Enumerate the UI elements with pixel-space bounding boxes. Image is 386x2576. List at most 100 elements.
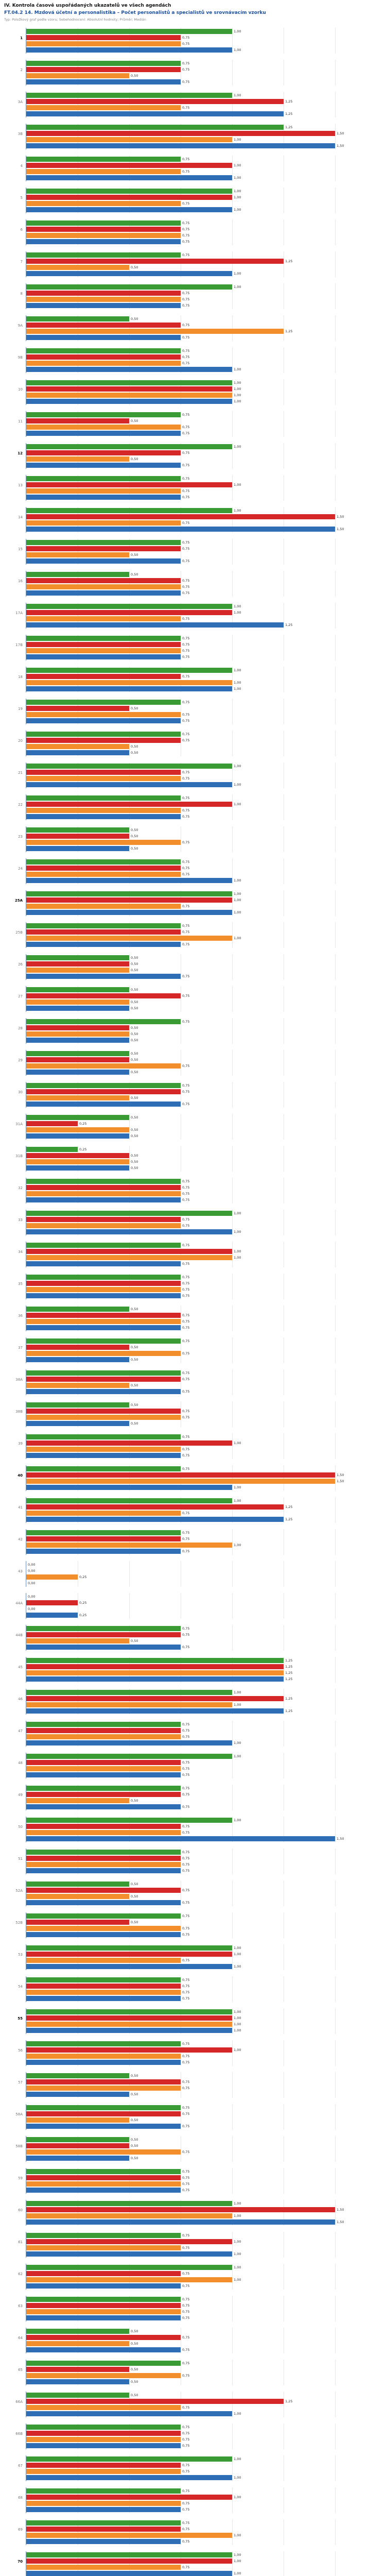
bar-value-label: 1,00 [234, 2553, 241, 2557]
bar-value-label: 0,75 [182, 463, 190, 468]
bar-series-0 [26, 380, 232, 386]
bar-series-1 [26, 706, 129, 711]
bar-series-3 [26, 527, 335, 532]
bar-series-3 [26, 399, 232, 404]
bar-line: 0,50 [26, 1307, 384, 1312]
bar-series-3 [26, 942, 181, 947]
group-bars: 0,75 0,75 0,75 0,75 [26, 2168, 384, 2194]
bar-line: 0,50 [26, 968, 384, 973]
group-bars: 0,50 0,75 0,75 0,75 [26, 1306, 384, 1332]
bar-series-1 [26, 2367, 129, 2372]
bar-line: 1,00 [26, 367, 384, 372]
group-bars: 0,75 0,75 0,75 0,75 [26, 2424, 384, 2450]
bar-value-label: 0,75 [182, 355, 190, 360]
bar-line: 0,75 [26, 929, 384, 935]
bar-series-2 [26, 648, 181, 654]
chart-group: 32 0,75 0,75 0,75 0,75 [2, 1177, 384, 1209]
bar-series-2 [26, 137, 232, 143]
bar-line: 1,25 [26, 1670, 384, 1676]
group-bars: 0,50 0,75 1,25 0,75 [26, 315, 384, 342]
bar-line: 1,00 [26, 2201, 384, 2207]
bar-line: 0,50 [26, 846, 384, 852]
bar-value-label: 1,50 [337, 515, 344, 519]
group-bars: 0,75 0,75 0,75 0,75 [26, 1849, 384, 1875]
group-label: 37 [18, 1346, 23, 1350]
bar-value-label: 1,00 [234, 2252, 241, 2257]
bar-line: 0,50 [26, 955, 384, 961]
bar-series-2 [26, 1830, 181, 1836]
bar-series-2 [26, 1415, 181, 1420]
bar-line: 1,00 [26, 189, 384, 194]
bar-line: 0,50 [26, 1133, 384, 1139]
group-bars: 0,75 1,50 1,50 1,00 [26, 1465, 384, 1492]
bar-series-1 [26, 2111, 181, 2117]
chart-group: 23 0,50 0,50 0,75 0,50 [2, 825, 384, 857]
bar-series-1 [26, 1504, 284, 1510]
bar-value-label: 0,75 [182, 942, 190, 947]
bar-series-2 [26, 1926, 181, 1931]
bar-series-3 [26, 367, 232, 372]
bar-line: 1,00 [26, 508, 384, 514]
bar-line: 1,00 [26, 29, 384, 35]
bar-line: 0,75 [26, 2488, 384, 2494]
bar-series-1 [26, 354, 181, 360]
group-bars: 0,00 0,00 0,25 0,00 [26, 1561, 384, 1587]
bar-value-label: 1,00 [234, 381, 241, 385]
bar-series-3 [26, 718, 181, 724]
group-bars: 0,75 1,25 0,50 1,00 [26, 251, 384, 278]
bar-line: 0,75 [26, 2181, 384, 2187]
bar-line: 0,75 [26, 1824, 384, 1829]
bar-value-label: 1,00 [234, 1818, 241, 1823]
bar-series-0 [26, 316, 129, 322]
bar-series-3 [26, 686, 232, 692]
group-bars: 1,00 1,50 1,00 1,50 [26, 2200, 384, 2226]
bar-line: 0,75 [26, 105, 384, 111]
group-bars: 0,75 0,50 0,75 0,75 [26, 699, 384, 725]
bar-value-label: 1,00 [234, 1741, 241, 1745]
bar-series-2 [26, 1862, 181, 1868]
bar-value-label: 1,00 [234, 2457, 241, 2462]
bar-series-2 [26, 1287, 181, 1293]
group-label: 9A [17, 324, 23, 328]
bar-value-label: 0,75 [182, 2042, 190, 2046]
bar-series-2 [26, 361, 181, 366]
bar-series-2 [26, 1191, 181, 1197]
chart-group: 33 1,00 0,75 0,75 1,00 [2, 1209, 384, 1241]
bar-value-label: 0,75 [182, 2182, 190, 2187]
bar-line: 0,75 [26, 738, 384, 743]
chart-header: IV. Kontrola časově uspořádaných ukazate… [0, 0, 386, 22]
bar-line: 0,75 [26, 227, 384, 232]
bar-series-2 [26, 1798, 129, 1804]
group-label: 1 [20, 36, 23, 41]
bar-line: 0,75 [26, 2335, 384, 2341]
bar-value-label: 0,75 [182, 521, 190, 526]
bar-series-1 [26, 67, 181, 73]
bar-value-label: 0,50 [131, 706, 138, 711]
bar-line: 0,75 [26, 1377, 384, 1382]
bar-value-label: 0,75 [182, 157, 190, 162]
bar-line: 0,50 [26, 1165, 384, 1171]
bar-value-label: 0,00 [28, 1595, 36, 1599]
bar-value-label: 0,75 [182, 451, 190, 455]
bar-value-label: 1,50 [337, 144, 344, 148]
group-bars: 0,50 1,25 0,75 1,00 [26, 2392, 384, 2418]
chart-group: 65 0,75 0,50 0,75 0,50 [2, 2359, 384, 2391]
bar-value-label: 0,75 [182, 1351, 190, 1356]
bar-value-label: 0,75 [182, 1313, 190, 1318]
bar-line: 1,00 [26, 47, 384, 53]
bar-line: 0,75 [26, 67, 384, 73]
group-label: 7 [20, 260, 23, 264]
bar-series-0 [26, 795, 181, 801]
bar-value-label: 1,00 [234, 2533, 241, 2538]
bar-value-label: 0,75 [182, 1549, 190, 1554]
bar-line: 0,75 [26, 239, 384, 245]
bar-line: 0,75 [26, 1063, 384, 1069]
chart-group: 38A 0,75 0,75 0,50 0,75 [2, 1368, 384, 1400]
group-bars: 1,00 0,75 0,75 1,00 [26, 762, 384, 789]
chart-group: 5 1,00 1,00 0,75 1,00 [2, 187, 384, 218]
chart-group: 57 0,50 0,75 0,75 0,50 [2, 2071, 384, 2103]
bar-value-label: 0,75 [182, 1728, 190, 1733]
bar-series-2 [26, 712, 181, 718]
group-label: 28 [18, 1026, 23, 1031]
bar-series-3 [26, 1708, 284, 1714]
